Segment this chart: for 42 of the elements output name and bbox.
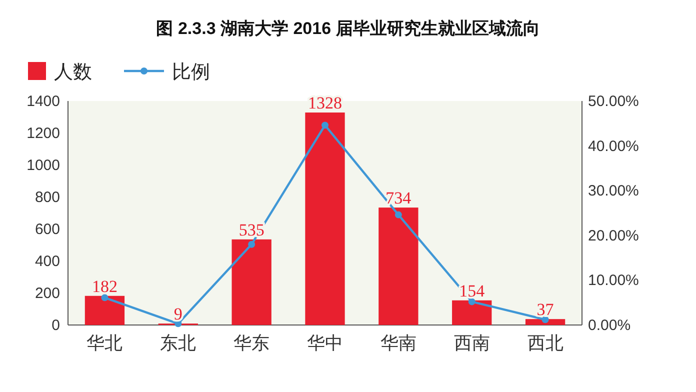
x-tick-label: 华东 <box>234 333 270 353</box>
y2-tick-label: 20.00% <box>588 227 639 244</box>
bar <box>232 239 272 325</box>
x-tick-label: 西南 <box>454 333 490 353</box>
y-tick-label: 1200 <box>26 125 60 142</box>
y-tick-label: 1400 <box>26 93 60 110</box>
x-tick-label: 华南 <box>380 333 416 353</box>
point <box>322 122 328 129</box>
y2-tick-label: 30.00% <box>588 182 639 200</box>
y2-tick-label: 10.00% <box>588 272 639 290</box>
data-label: 9 <box>174 304 182 324</box>
bar <box>305 112 345 325</box>
y-tick-label: 0 <box>52 317 60 334</box>
data-label: 182 <box>92 276 118 296</box>
bar <box>525 319 566 325</box>
x-tick-label: 华中 <box>307 333 343 353</box>
data-label: 1328 <box>308 94 342 113</box>
y-tick-label: 1000 <box>26 157 60 174</box>
chart-title: 图 2.3.3 湖南大学 2016 届毕业研究生就业区域流向 <box>156 19 540 38</box>
y2-tick-label: 50.00% <box>588 93 639 110</box>
point <box>394 211 402 218</box>
legend-人数: 人数 <box>28 62 92 83</box>
y-tick-label: 400 <box>34 253 60 270</box>
y2-tick-label: 40.00% <box>588 138 639 155</box>
point <box>248 240 256 248</box>
y2-tick-label: 0.00% <box>588 317 631 334</box>
bar <box>452 300 492 325</box>
legend-label: 比例 <box>172 62 210 83</box>
y-tick-label: 800 <box>34 189 60 206</box>
point <box>542 316 549 324</box>
data-label: 734 <box>386 188 412 208</box>
bar <box>378 208 418 325</box>
point <box>101 294 108 302</box>
x-tick-label: 华北 <box>86 333 123 353</box>
y-tick-label: 200 <box>34 285 60 302</box>
x-tick-label: 西北 <box>527 333 564 353</box>
bar <box>84 296 125 325</box>
x-tick-label: 东北 <box>160 333 196 353</box>
legend-比例: 比例 <box>124 62 210 83</box>
data-label: 37 <box>536 300 554 320</box>
y-tick-label: 600 <box>34 221 60 238</box>
legend-label: 人数 <box>54 62 92 83</box>
